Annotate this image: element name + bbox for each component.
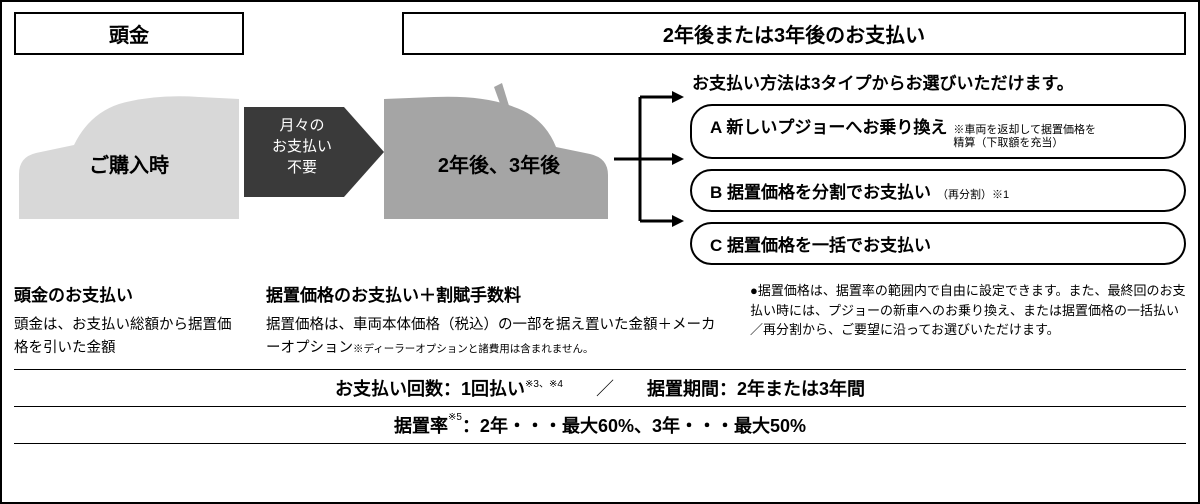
desc1-title: 頭金のお支払い xyxy=(14,281,244,306)
header-later-payment: 2年後または3年後のお支払い xyxy=(402,12,1186,55)
stage-purchase: ご購入時 xyxy=(14,69,244,229)
desc-deferred-price: 据置価格のお支払い＋割賦手数料 据置価格は、車両本体価格（税込）の一部を据え置い… xyxy=(266,281,728,359)
desc-notes: ●据置価格は、据置率の範囲内で自由に設定できます。また、最終回のお支払い時には、… xyxy=(750,281,1186,359)
diagram-container: 頭金 2年後または3年後のお支払い ご購入時 月々の お支払い 不要 xyxy=(0,0,1200,504)
desc2-title: 据置価格のお支払い＋割賦手数料 xyxy=(266,281,728,306)
main-flow-row: ご購入時 月々の お支払い 不要 2年後、3年後 xyxy=(14,69,1186,275)
option-a-main: A 新しいプジョーへお乗り換え xyxy=(710,113,947,138)
header-down-payment: 頭金 xyxy=(14,12,244,55)
option-c: C 据置価格を一括でお支払い xyxy=(690,222,1186,265)
option-c-main: C 据置価格を一括でお支払い xyxy=(710,231,931,256)
desc-down-payment: 頭金のお支払い 頭金は、お支払い総額から据置価格を引いた金額 xyxy=(14,281,244,359)
option-a: A 新しいプジョーへお乗り換え ※車両を返却して据置価格を精算（下取額を充当） xyxy=(690,104,1186,159)
footer-row-1: お支払い回数：1回払い※3、※4 ／ 据置期間：2年または3年間 xyxy=(14,369,1186,407)
description-row: 頭金のお支払い 頭金は、お支払い総額から据置価格を引いた金額 据置価格のお支払い… xyxy=(14,281,1186,359)
header-row: 頭金 2年後または3年後のお支払い xyxy=(14,12,1186,55)
arrow-text: 月々の お支払い 不要 xyxy=(252,115,352,178)
options-column: お支払い方法は3タイプからお選びいただけます。 A 新しいプジョーへお乗り換え … xyxy=(690,69,1186,275)
branch-icon xyxy=(614,69,684,239)
option-a-note: ※車両を返却して据置価格を精算（下取額を充当） xyxy=(953,124,1096,150)
footer-row-2: 据置率※5：2年・・・最大60%、3年・・・最大50% xyxy=(14,407,1186,444)
option-b: B 据置価格を分割でお支払い （再分割）※1 xyxy=(690,169,1186,212)
option-b-main: B 据置価格を分割でお支払い xyxy=(710,178,931,203)
stage-later-label: 2年後、3年後 xyxy=(384,149,614,178)
options-title: お支払い方法は3タイプからお選びいただけます。 xyxy=(692,69,1186,94)
desc2-body: 据置価格は、車両本体価格（税込）の一部を据え置いた金額＋メーカーオプション※ディ… xyxy=(266,314,728,359)
stage-purchase-label: ご購入時 xyxy=(14,149,244,178)
option-b-note: （再分割）※1 xyxy=(937,186,1009,202)
stage-later: 2年後、3年後 xyxy=(384,69,614,229)
desc1-body: 頭金は、お支払い総額から据置価格を引いた金額 xyxy=(14,314,244,359)
branch-lines xyxy=(614,69,684,229)
monthly-arrow: 月々の お支払い 不要 xyxy=(244,69,384,229)
